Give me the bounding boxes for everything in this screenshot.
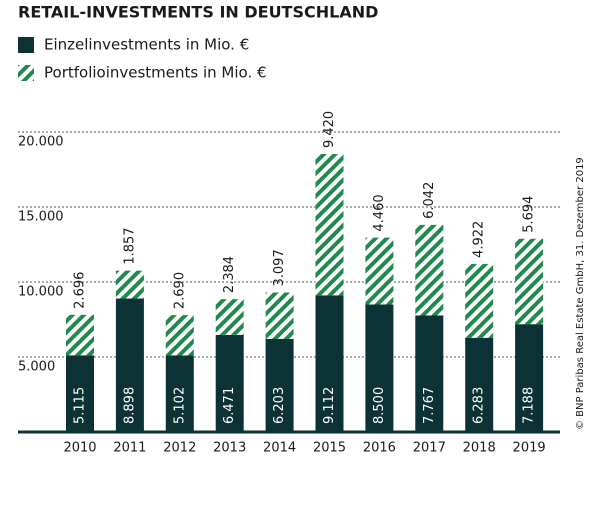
value-label: 6.471 xyxy=(222,387,237,424)
bar-portfolio xyxy=(215,299,244,335)
value-label: 8.500 xyxy=(372,387,387,424)
bar-einzel xyxy=(215,334,244,432)
x-tick-label: 2016 xyxy=(363,441,396,456)
bar-portfolio xyxy=(465,263,494,338)
value-label: 9.112 xyxy=(322,387,337,424)
legend-label: Portfolioinvestments in Mio. € xyxy=(44,64,267,82)
value-label: 9.420 xyxy=(322,111,337,148)
legend-label: Einzelinvestments in Mio. € xyxy=(44,36,249,54)
value-label: 8.898 xyxy=(122,387,137,424)
value-label: 6.283 xyxy=(472,387,487,424)
x-tick-label: 2011 xyxy=(113,441,146,456)
x-tick-label: 2019 xyxy=(513,441,546,456)
bar-einzel xyxy=(66,355,94,432)
x-tick-label: 2014 xyxy=(263,441,296,456)
value-label: 7.767 xyxy=(422,387,437,424)
bar-portfolio xyxy=(265,292,294,339)
y-tick-label: 20.000 xyxy=(18,135,64,150)
bar-portfolio xyxy=(365,237,394,305)
x-tick-label: 2010 xyxy=(63,441,96,456)
value-label: 2.384 xyxy=(222,256,237,293)
bar-einzel xyxy=(465,337,494,432)
value-label: 6.203 xyxy=(272,387,287,424)
value-label: 7.188 xyxy=(522,387,537,424)
value-label: 2.690 xyxy=(172,272,187,309)
x-tick-label: 2012 xyxy=(163,441,196,456)
bar-portfolio xyxy=(165,315,194,356)
value-label: 1.857 xyxy=(122,227,137,264)
bar-einzel xyxy=(315,295,344,432)
bar-einzel xyxy=(115,298,144,432)
chart-title: RETAIL-INVESTMENTS IN DEUTSCHLAND xyxy=(18,3,378,22)
value-label: 2.696 xyxy=(73,272,88,309)
value-label: 5.694 xyxy=(522,196,537,233)
value-label: 5.115 xyxy=(73,387,88,424)
value-label: 4.460 xyxy=(372,194,387,231)
bar-portfolio xyxy=(515,238,544,325)
bar-einzel xyxy=(515,324,544,432)
bar-portfolio xyxy=(315,154,344,296)
bar-portfolio xyxy=(115,270,144,299)
bar-einzel xyxy=(415,315,444,432)
bar-einzel xyxy=(365,304,394,432)
x-tick-label: 2018 xyxy=(463,441,496,456)
bar-einzel xyxy=(265,338,294,432)
bar-einzel xyxy=(165,355,194,432)
bar-portfolio xyxy=(66,314,94,356)
x-tick-label: 2015 xyxy=(313,441,346,456)
x-tick-label: 2017 xyxy=(413,441,446,456)
value-label: 4.922 xyxy=(472,221,487,258)
y-tick-label: 5.000 xyxy=(18,360,55,375)
x-tick-label: 2013 xyxy=(213,441,246,456)
y-tick-label: 10.000 xyxy=(18,285,64,300)
y-tick-label: 15.000 xyxy=(18,210,64,225)
source-note: © BNP Paribas Real Estate GmbH, 31. Deze… xyxy=(575,157,586,430)
value-label: 3.097 xyxy=(272,249,287,286)
legend-swatch xyxy=(18,37,34,53)
value-label: 6.042 xyxy=(422,182,437,219)
value-label: 5.102 xyxy=(172,387,187,424)
legend-swatch xyxy=(18,65,34,81)
bar-portfolio xyxy=(415,224,444,316)
